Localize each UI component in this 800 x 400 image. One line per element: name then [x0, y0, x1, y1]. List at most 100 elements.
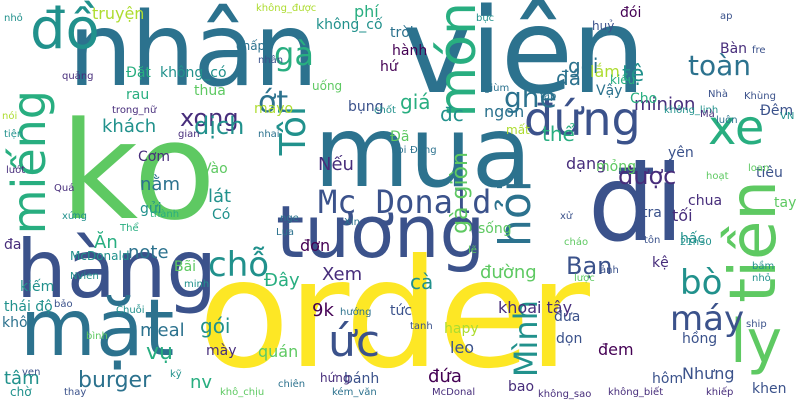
- cloud-word: yên: [668, 145, 694, 161]
- cloud-word: gọi: [568, 54, 599, 78]
- cloud-word: khô_chịu: [220, 387, 265, 398]
- cloud-word: ghé: [504, 81, 557, 114]
- cloud-word: tanh: [410, 321, 433, 332]
- cloud-word: sống: [478, 221, 512, 237]
- cloud-word: gà giòn: [448, 152, 473, 234]
- cloud-word: gian: [178, 129, 200, 140]
- cloud-word: giá: [400, 90, 431, 114]
- cloud-word: ngon: [484, 102, 525, 121]
- cloud-word: chốt: [374, 105, 396, 116]
- cloud-word: phí: [354, 2, 379, 21]
- cloud-word: Khùng: [744, 91, 776, 102]
- cloud-word: tập: [540, 91, 557, 102]
- cloud-word: khiếp: [706, 387, 734, 398]
- cloud-word: truyện: [92, 4, 145, 23]
- cloud-word: Nhà: [708, 89, 728, 100]
- cloud-word: chấp: [236, 39, 266, 53]
- cloud-word: lắm: [590, 62, 620, 81]
- cloud-word: cháo: [564, 237, 589, 248]
- cloud-word: tôn: [644, 235, 661, 246]
- cloud-word: Đêm: [760, 103, 794, 119]
- cloud-word: tra: [642, 205, 662, 221]
- cloud-word: bánh: [344, 371, 380, 387]
- cloud-word: bảo: [54, 299, 73, 310]
- cloud-word: Xem: [322, 264, 363, 285]
- cloud-word: ớt: [258, 85, 289, 120]
- cloud-word: tệ: [622, 62, 645, 87]
- cloud-word: khen: [752, 381, 787, 397]
- cloud-word: hướng: [340, 307, 372, 318]
- cloud-word: McDonal: [432, 387, 476, 398]
- cloud-word: ức: [328, 316, 381, 367]
- cloud-word: Bàn: [720, 41, 748, 57]
- cloud-word: chiên: [278, 379, 306, 390]
- cloud-word: thay: [64, 387, 87, 398]
- cloud-word: được: [618, 162, 677, 190]
- cloud-word: Quá: [54, 183, 75, 194]
- cloud-word: leo: [450, 338, 475, 357]
- cloud-word: khoai tây: [498, 298, 573, 317]
- cloud-word: tối: [672, 206, 693, 225]
- cloud-word: bao: [508, 379, 535, 395]
- cloud-word: Đây: [264, 270, 300, 291]
- cloud-word: đơn: [300, 236, 331, 255]
- cloud-word: tiêu: [756, 165, 783, 181]
- cloud-word: toàn: [688, 49, 752, 82]
- cloud-word: chờ: [10, 385, 32, 399]
- cloud-word: meal: [140, 320, 185, 341]
- cloud-word: bò: [680, 263, 723, 303]
- cloud-word: Nhưng: [682, 364, 735, 383]
- cloud-word: coi: [392, 145, 407, 156]
- cloud-word: Đang: [410, 145, 437, 156]
- cloud-word: tay chiên: [774, 195, 800, 211]
- cloud-word: mayo: [254, 101, 294, 117]
- cloud-word: xe: [708, 100, 765, 156]
- cloud-word: mày: [206, 343, 237, 359]
- cloud-word: kiếm: [20, 279, 55, 295]
- cloud-word: hấc: [680, 231, 706, 247]
- cloud-word: không_sao: [538, 389, 592, 400]
- cloud-word: dịch: [194, 112, 245, 140]
- cloud-word: bụng: [348, 99, 384, 115]
- cloud-word: trời: [390, 25, 414, 41]
- cloud-word: Lựa: [276, 227, 295, 238]
- cloud-word: Cơm: [138, 149, 170, 165]
- cloud-word: Ăn: [94, 232, 118, 253]
- cloud-word: bình: [86, 331, 108, 342]
- cloud-word: note: [128, 242, 169, 263]
- cloud-word: không_cố: [316, 17, 383, 33]
- cloud-word: vụ: [146, 340, 173, 365]
- cloud-word: minion: [634, 94, 696, 115]
- cloud-word: hàng: [16, 223, 218, 316]
- cloud-word: 21h30: [680, 237, 712, 248]
- cloud-word: đem: [598, 340, 634, 359]
- cloud-word: đồ: [30, 0, 100, 62]
- cloud-word: minh: [184, 279, 210, 290]
- cloud-word: thành: [150, 209, 180, 220]
- cloud-word: McDonald: [70, 249, 130, 263]
- cloud-word: chua: [688, 193, 723, 209]
- cloud-word: ship: [746, 319, 767, 330]
- cloud-word: nhỏ: [4, 13, 23, 24]
- cloud-word: kiểu: [610, 73, 636, 87]
- cloud-word: tức: [390, 303, 413, 319]
- cloud-word: nhân: [258, 55, 284, 66]
- cloud-word: Chuỗi: [116, 305, 145, 316]
- cloud-word: xong: [180, 104, 239, 132]
- cloud-word: tiện: [4, 129, 24, 140]
- cloud-word: Nvien: [70, 271, 99, 282]
- cloud-word: thái độ: [4, 299, 53, 315]
- cloud-word: mỏng: [596, 159, 636, 175]
- cloud-word: Mà: [700, 109, 715, 120]
- cloud-word: không_linh: [664, 105, 719, 116]
- cloud-word: gói: [200, 314, 231, 338]
- cloud-word: giùm: [484, 83, 510, 94]
- cloud-word: ap: [720, 11, 733, 22]
- cloud-word: xứng: [62, 211, 87, 222]
- cloud-word: trong_nữ: [112, 105, 157, 116]
- cloud-word: đa: [4, 237, 22, 253]
- cloud-word: uống: [312, 79, 343, 93]
- cloud-word: rau: [126, 87, 150, 103]
- cloud-word: Thể: [120, 223, 139, 234]
- cloud-word: kém_văn: [332, 387, 377, 398]
